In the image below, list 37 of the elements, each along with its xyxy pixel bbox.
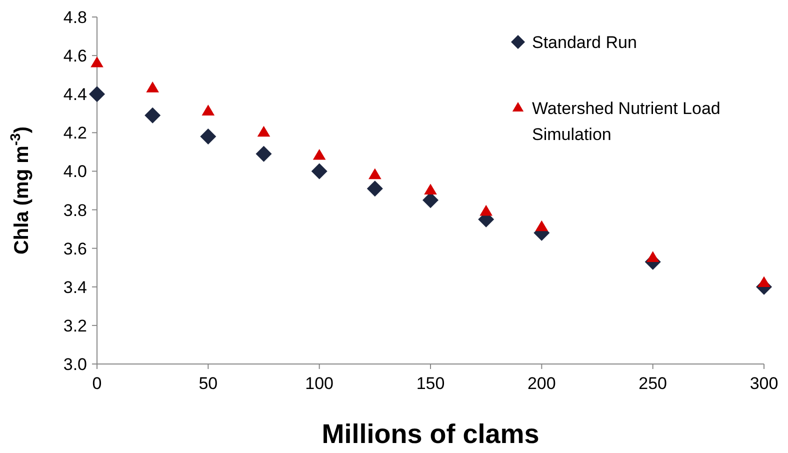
y-tick-label: 4.4 bbox=[63, 85, 87, 104]
x-tick-label: 100 bbox=[305, 374, 334, 393]
point bbox=[480, 204, 492, 216]
point bbox=[312, 149, 326, 160]
x-tick-label: 250 bbox=[638, 374, 668, 393]
point bbox=[257, 126, 270, 137]
point bbox=[89, 86, 105, 102]
point bbox=[758, 276, 770, 288]
point bbox=[256, 146, 272, 162]
legend-label: Watershed Nutrient Load Simulation bbox=[532, 99, 720, 144]
x-tick-label: 150 bbox=[416, 374, 445, 393]
y-tick-label: 3.8 bbox=[63, 200, 87, 220]
y-tick-label: 4.6 bbox=[63, 46, 87, 66]
point bbox=[424, 184, 437, 194]
point bbox=[535, 220, 548, 232]
x-tick-label: 50 bbox=[198, 374, 218, 393]
point bbox=[311, 163, 328, 180]
legend-label: Standard Run bbox=[532, 33, 637, 52]
point bbox=[146, 82, 159, 92]
x-axis-title: Millions of clams bbox=[322, 419, 540, 449]
x-tick-label: 0 bbox=[92, 374, 102, 393]
point bbox=[90, 56, 104, 68]
x-tick-label: 200 bbox=[527, 374, 556, 393]
y-tick-label: 4.8 bbox=[63, 8, 87, 27]
point bbox=[200, 128, 216, 145]
y-tick-label: 4.0 bbox=[63, 162, 87, 182]
point bbox=[646, 251, 660, 262]
x-tick-label: 300 bbox=[750, 374, 778, 393]
y-tick-label: 3.2 bbox=[63, 316, 87, 336]
y-tick-label: 3.6 bbox=[63, 239, 87, 258]
point bbox=[144, 107, 161, 124]
y-tick-label: 3.4 bbox=[63, 278, 87, 297]
point bbox=[366, 180, 383, 197]
y-tick-label: 3.0 bbox=[63, 355, 87, 374]
point bbox=[368, 168, 382, 180]
point bbox=[202, 104, 215, 116]
y-tick-label: 4.2 bbox=[63, 124, 87, 143]
